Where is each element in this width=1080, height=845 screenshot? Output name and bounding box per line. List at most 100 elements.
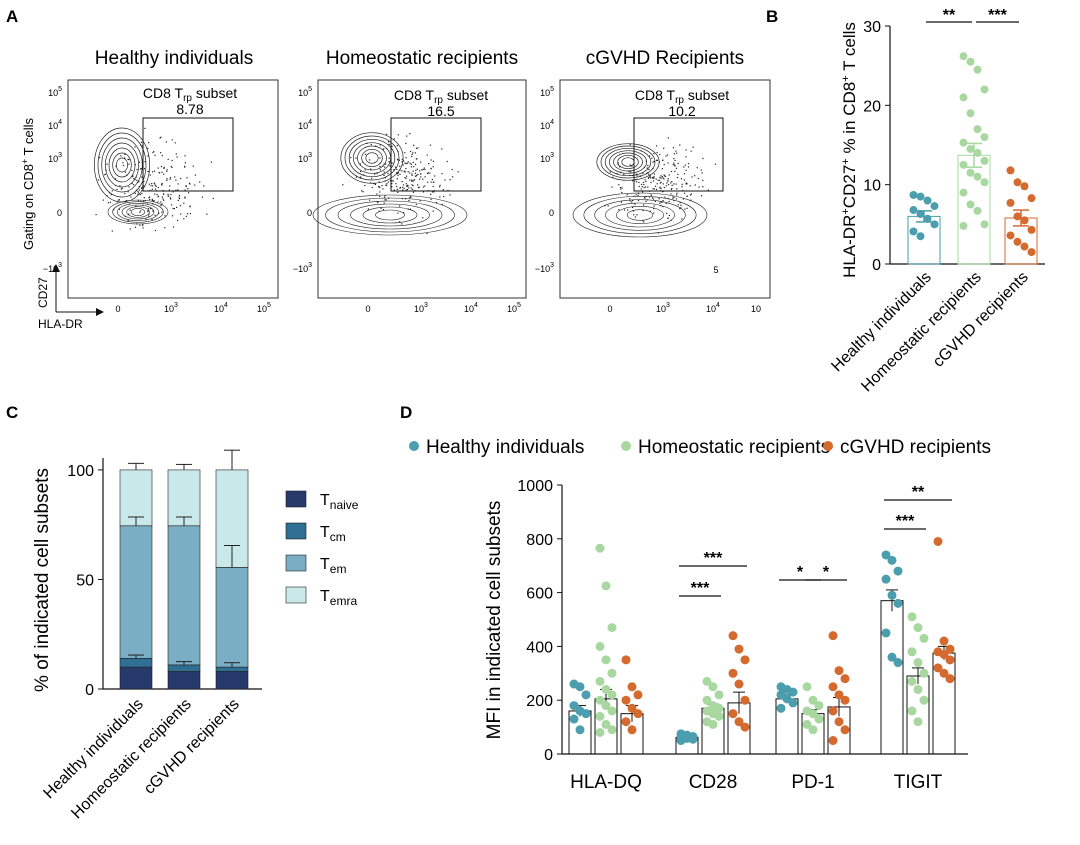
flow-event-dot <box>396 145 398 147</box>
flow-event-dot <box>670 182 672 184</box>
flow-event-dot <box>422 191 425 193</box>
flow-event-dot <box>140 200 142 202</box>
flow-event-dot <box>659 186 661 188</box>
gate-label-1: CD8 Trp subset <box>143 85 237 104</box>
flow-event-dot <box>431 191 433 193</box>
flow-title-healthy: Healthy individuals <box>95 48 253 69</box>
flow-event-dot <box>108 192 110 194</box>
chart-d-point <box>621 695 631 705</box>
flow-event-dot <box>417 173 419 175</box>
flow-event-dot <box>647 165 649 167</box>
flow-event-dot <box>171 139 173 141</box>
flow-event-dot <box>398 159 400 161</box>
flow-event-dot <box>686 195 688 198</box>
flow-event-dot <box>412 185 414 187</box>
flow-event-dot <box>138 189 140 191</box>
chart-d-point <box>728 631 738 641</box>
flow-event-dot <box>154 229 157 232</box>
chart-d-legend-marker <box>621 441 631 451</box>
flow-event-dot <box>653 176 655 178</box>
flow-event-dot <box>388 141 390 143</box>
flow-event-dot <box>670 193 672 195</box>
flow-contour-ring <box>325 197 455 233</box>
flow-event-dot <box>373 182 375 185</box>
flow-event-dot <box>685 169 687 171</box>
flow-event-dot <box>403 170 405 173</box>
flow-event-dot <box>674 164 676 166</box>
chart-c-segment <box>167 671 201 690</box>
flow-event-dot <box>364 169 366 171</box>
flow-contour-ring <box>112 152 132 178</box>
chart-d-point <box>595 695 605 705</box>
flow-event-dot <box>161 184 163 186</box>
flow-contour-ring <box>365 152 379 164</box>
chart-d-point <box>919 695 929 705</box>
chart-d-point <box>621 717 631 727</box>
chart-d-point <box>828 706 838 716</box>
chart-d-point <box>714 711 724 721</box>
flow-event-dot <box>684 164 686 166</box>
flow-event-dot <box>374 183 376 185</box>
flow-xtick-label: 0 <box>365 304 370 314</box>
flow-event-dot <box>427 172 429 175</box>
flow-event-dot <box>409 172 411 174</box>
chart-c-ytick-label: 0 <box>85 682 94 699</box>
flow-event-dot <box>152 185 154 187</box>
chart-d-sig-label: ** <box>912 484 925 501</box>
flow-event-dot <box>149 174 151 176</box>
flow-plot-frame-2 <box>317 79 527 299</box>
chart-d-point <box>740 695 750 705</box>
flow-event-dot <box>183 202 185 204</box>
flow-event-dot <box>148 142 150 144</box>
flow-event-dot <box>687 166 690 168</box>
flow-contour-ring <box>375 209 405 221</box>
flow-event-dot <box>619 186 622 189</box>
flow-event-dot <box>654 200 656 202</box>
chart-d-point <box>939 668 949 678</box>
flow-event-dot <box>391 183 393 185</box>
flow-contour-ring <box>340 132 404 184</box>
flow-event-dot <box>144 199 146 202</box>
chart-b-sig-label: ** <box>943 7 956 24</box>
flow-event-dot <box>415 203 417 206</box>
flow-event-dot <box>430 193 432 195</box>
gate-rect-2 <box>390 117 482 192</box>
chart-d-point <box>601 701 611 711</box>
chart-d-ytick-label: 600 <box>526 586 553 603</box>
chart-d-sig-label: * <box>823 564 830 581</box>
flow-event-dot <box>399 186 402 189</box>
flow-event-dot <box>387 172 389 175</box>
flow-event-dot <box>143 197 145 199</box>
flow-event-dot <box>413 144 415 146</box>
flow-event-dot <box>410 166 413 168</box>
flow-event-dot <box>626 194 628 196</box>
chart-b-point <box>930 220 939 229</box>
flow-event-dot <box>388 161 390 163</box>
flow-event-dot <box>163 166 165 168</box>
flow-ytick-label: 0 <box>307 208 312 218</box>
flow-event-dot <box>161 211 163 213</box>
flow-event-dot <box>679 208 681 210</box>
flow-event-dot <box>175 153 177 155</box>
chart-d-point <box>601 581 611 591</box>
chart-b-point <box>1006 231 1015 240</box>
flow-event-dot <box>702 179 704 181</box>
flow-event-dot <box>411 184 413 186</box>
flow-event-dot <box>397 174 399 176</box>
chart-d-point <box>939 636 949 646</box>
chart-b-point <box>959 52 968 61</box>
chart-d-bar <box>880 600 904 755</box>
flow-event-dot <box>178 198 181 200</box>
flow-event-dot <box>387 181 389 183</box>
flow-event-dot <box>442 189 444 191</box>
chart-d-legend-marker <box>409 441 419 451</box>
flow-event-dot <box>134 226 137 228</box>
flow-event-dot <box>666 154 669 156</box>
chart-b-point <box>909 206 918 215</box>
flow-event-dot <box>683 179 686 181</box>
flow-event-dot <box>118 208 121 210</box>
flow-event-dot <box>161 203 163 205</box>
chart-d-category-label: TIGIT <box>894 772 943 793</box>
flow-event-dot <box>408 199 410 202</box>
flow-contour-ring <box>104 142 140 188</box>
